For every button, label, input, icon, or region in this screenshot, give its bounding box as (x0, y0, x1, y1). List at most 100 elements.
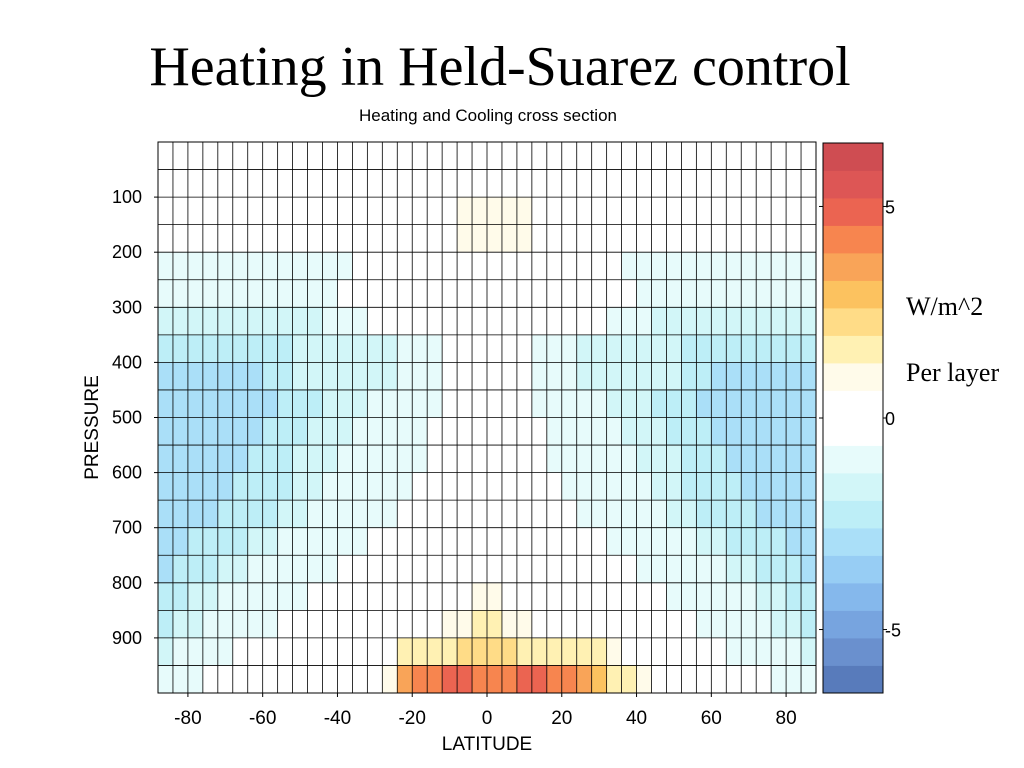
heatmap-cell (262, 610, 278, 639)
heatmap-cell (367, 362, 383, 391)
heatmap-cell (591, 500, 607, 528)
heatmap-cell (172, 334, 189, 363)
heatmap-cell (322, 472, 338, 501)
heatmap-cell (472, 389, 488, 418)
heatmap-cell (172, 252, 189, 281)
heatmap-cell (457, 527, 473, 556)
heatmap-cell (576, 389, 592, 418)
heatmap-cell (531, 307, 548, 336)
heatmap-cell (696, 555, 712, 584)
heatmap-cell (277, 307, 293, 336)
heatmap-cell (307, 665, 323, 694)
heatmap-cell (771, 279, 787, 308)
heatmap-cell (322, 389, 338, 418)
heatmap-cell (187, 307, 204, 336)
heatmap-cell (501, 610, 518, 639)
heatmap-cell (606, 252, 622, 281)
heatmap-cell (217, 224, 234, 253)
heatmap-cell (576, 500, 592, 528)
heatmap-cell (561, 142, 578, 170)
heatmap-cell (621, 417, 637, 446)
heatmap-cell (606, 665, 622, 694)
heatmap-cell (427, 142, 443, 170)
heatmap-cell (531, 334, 548, 363)
colorbar: 5 0 -5 (819, 142, 901, 694)
x-tick-label: -80 (174, 708, 201, 729)
heatmap-cell (412, 610, 428, 639)
heatmap-cell (726, 307, 742, 336)
heatmap-cell (681, 582, 697, 611)
heatmap-cell (247, 417, 263, 446)
heatmap-cell (217, 445, 234, 473)
heatmap-cell (621, 610, 637, 639)
heatmap-cell (472, 334, 488, 363)
heatmap-cell (232, 142, 249, 170)
heatmap-cell (621, 142, 637, 170)
heatmap-cell (202, 445, 219, 473)
heatmap-cell (427, 472, 443, 501)
heatmap-cell (621, 637, 637, 666)
heatmap-cell (472, 142, 488, 170)
heatmap-cell (158, 472, 174, 501)
x-tick-label: -60 (249, 708, 276, 729)
heatmap-cell (681, 472, 697, 501)
heatmap-cell (546, 307, 563, 336)
heatmap-cell (696, 582, 712, 611)
heatmap-cell (741, 362, 757, 391)
heatmap-cell (516, 334, 533, 363)
heatmap-cell (591, 555, 607, 584)
heatmap-cell (217, 307, 234, 336)
heatmap-cell (292, 389, 308, 418)
heatmap-cell (442, 610, 458, 639)
x-tick-label: 80 (776, 708, 797, 729)
heatmap-cell (651, 582, 667, 611)
heatmap-cell (322, 142, 338, 170)
heatmap-cell (187, 445, 204, 473)
heatmap-cell (501, 334, 518, 363)
heatmap-cell (292, 610, 308, 639)
heatmap-cell (741, 637, 757, 666)
heatmap-cell (561, 445, 578, 473)
heatmap-cell (247, 252, 263, 281)
y-tick-label: 600 (112, 463, 142, 483)
heatmap-cell (726, 665, 742, 694)
heatmap-cell (158, 527, 174, 556)
heatmap-cell (382, 252, 398, 281)
heatmap-cell (397, 582, 413, 611)
heatmap-cell (427, 169, 443, 198)
heatmap-cell (158, 665, 174, 694)
heatmap-cell (576, 197, 592, 225)
heatmap-cell (756, 197, 772, 225)
heatmap-cell (442, 252, 458, 281)
colorbar-swatch (823, 198, 883, 226)
heatmap-cell (636, 582, 652, 611)
heatmap-cell (501, 142, 518, 170)
heatmap-cell (247, 665, 263, 694)
heatmap-cell (606, 555, 622, 584)
heatmap-cell (801, 582, 817, 611)
heatmap-cell (501, 500, 518, 528)
heatmap-cell (217, 334, 234, 363)
heatmap-cell (337, 362, 353, 391)
heatmap-cell (262, 334, 278, 363)
heatmap-cell (516, 362, 533, 391)
heatmap-cell (651, 334, 667, 363)
heatmap-cell (412, 334, 428, 363)
heatmap-cell (711, 445, 727, 473)
heatmap-cell (262, 665, 278, 694)
heatmap-cell (322, 307, 338, 336)
heatmap-cell (457, 472, 473, 501)
slide-title: Heating in Held-Suarez control (149, 36, 851, 98)
heatmap-cell (666, 527, 682, 556)
heatmap-cell (516, 555, 533, 584)
heatmap-cell (232, 527, 249, 556)
chart-title: Heating and Cooling cross section (359, 106, 617, 125)
heatmap-cell (442, 389, 458, 418)
heatmap-cell (711, 527, 727, 556)
heatmap-cell (397, 417, 413, 446)
heatmap-cell (367, 389, 383, 418)
heatmap-cell (367, 252, 383, 281)
heatmap-cell (501, 169, 518, 198)
heatmap-cell (606, 334, 622, 363)
heatmap-cell (487, 307, 503, 336)
